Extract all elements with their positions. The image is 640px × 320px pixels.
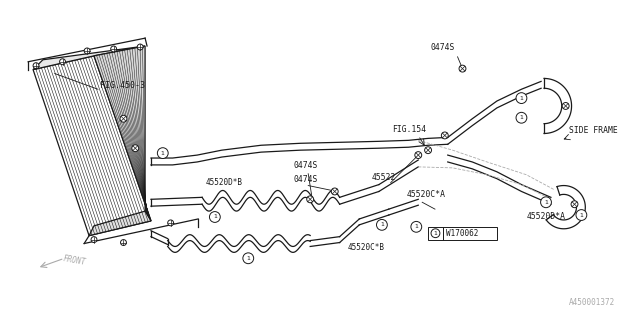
Circle shape	[91, 237, 97, 243]
Circle shape	[157, 148, 168, 158]
Text: FRONT: FRONT	[63, 254, 87, 267]
Circle shape	[442, 132, 448, 139]
Text: 1: 1	[246, 256, 250, 261]
Text: 1: 1	[213, 214, 217, 220]
Circle shape	[33, 63, 39, 68]
Text: 45522: 45522	[372, 173, 396, 182]
Circle shape	[411, 221, 422, 232]
Text: 1: 1	[520, 96, 524, 100]
Text: 0474S: 0474S	[430, 43, 454, 52]
Polygon shape	[33, 46, 145, 69]
Text: A450001372: A450001372	[568, 298, 615, 308]
Circle shape	[307, 196, 314, 203]
Circle shape	[576, 210, 587, 220]
Text: 1: 1	[544, 200, 548, 205]
Circle shape	[137, 44, 143, 50]
Text: 45520D*B: 45520D*B	[206, 178, 243, 187]
Circle shape	[516, 93, 527, 103]
Circle shape	[132, 145, 139, 152]
Text: SIDE FRAME: SIDE FRAME	[568, 126, 618, 135]
Polygon shape	[89, 211, 151, 236]
Circle shape	[84, 48, 90, 54]
Circle shape	[516, 112, 527, 123]
Circle shape	[415, 152, 422, 158]
Text: 1: 1	[380, 222, 384, 227]
Circle shape	[571, 201, 578, 208]
Circle shape	[431, 229, 440, 238]
Circle shape	[541, 197, 552, 208]
Text: 45520C*A: 45520C*A	[406, 190, 445, 199]
Circle shape	[332, 188, 338, 195]
Text: FIG.154: FIG.154	[392, 124, 426, 133]
Text: 0474S: 0474S	[294, 175, 318, 184]
Circle shape	[425, 147, 431, 154]
Circle shape	[376, 220, 387, 230]
Text: W170062: W170062	[446, 229, 478, 238]
Text: 1: 1	[161, 151, 164, 156]
Text: 45520D*A: 45520D*A	[526, 212, 565, 221]
Circle shape	[120, 240, 127, 245]
Circle shape	[209, 212, 220, 222]
Text: 1: 1	[433, 231, 437, 236]
Circle shape	[168, 220, 173, 226]
Text: 1: 1	[520, 115, 524, 120]
Circle shape	[562, 102, 569, 109]
Circle shape	[243, 253, 253, 264]
Text: 1: 1	[579, 212, 583, 218]
Polygon shape	[94, 46, 151, 221]
Text: 45520C*B: 45520C*B	[348, 244, 385, 252]
Circle shape	[60, 59, 65, 65]
Circle shape	[111, 46, 116, 52]
Circle shape	[120, 115, 127, 122]
Text: 0474S: 0474S	[294, 161, 318, 170]
Circle shape	[459, 65, 466, 72]
Text: 1: 1	[414, 224, 418, 229]
Text: FIG.450-3: FIG.450-3	[100, 81, 145, 90]
